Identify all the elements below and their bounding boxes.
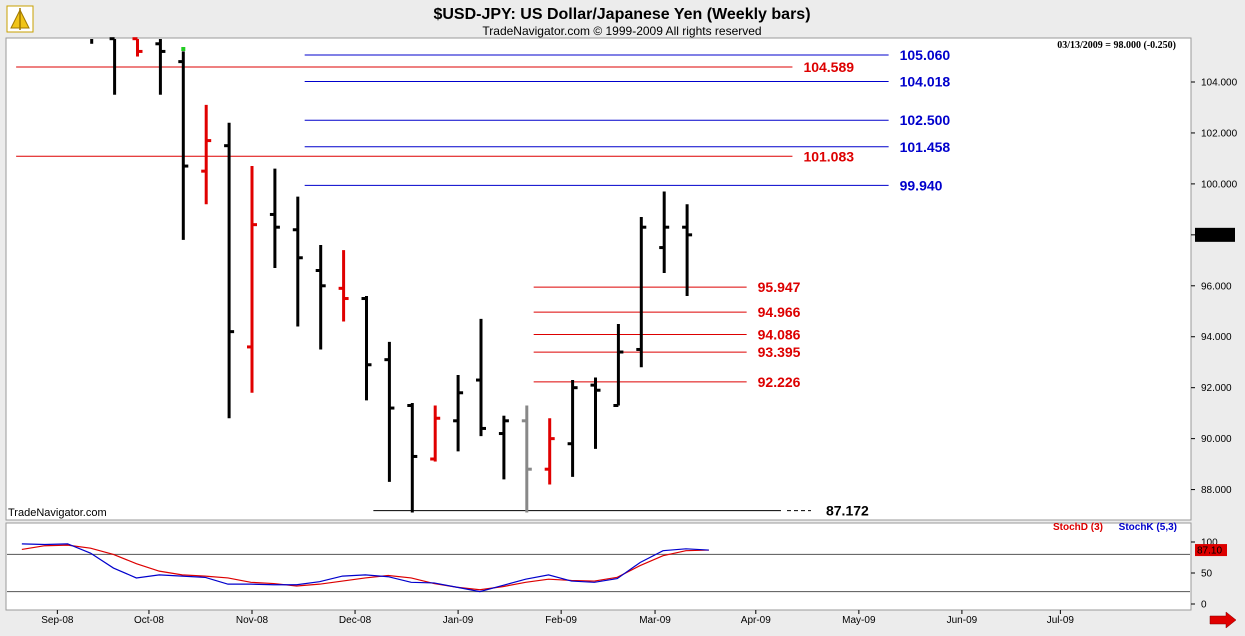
stoch-tick-label: 100 <box>1201 538 1218 549</box>
last-quote-readout: 03/13/2009 = 98.000 (-0.250) <box>1057 40 1176 51</box>
level-label: 95.947 <box>758 279 801 295</box>
price-tick-label: 90.000 <box>1201 434 1232 445</box>
level-label: 94.086 <box>758 327 801 343</box>
last-price-marker: 98.000 <box>1195 227 1235 242</box>
level-label: 104.018 <box>900 74 951 90</box>
time-tick-label: Feb-09 <box>545 615 577 626</box>
time-tick-label: Mar-09 <box>639 615 671 626</box>
copyright-notice: TradeNavigator.com © 1999-2009 All right… <box>482 24 761 38</box>
price-tick-label: 96.000 <box>1201 281 1232 292</box>
app-logo <box>6 5 34 33</box>
ohlc-bar <box>269 168 280 268</box>
stoch-last-value-label: 87.10 <box>1197 546 1222 557</box>
price-tick-label: 92.000 <box>1201 383 1232 394</box>
ohlc-bar <box>201 104 212 205</box>
stoch-k-line <box>21 543 709 593</box>
time-tick-label: Jan-09 <box>443 615 474 626</box>
level-label: 101.083 <box>803 148 854 164</box>
ohlc-bar <box>636 217 647 368</box>
stoch-d-legend: StochD (3) <box>1053 522 1103 533</box>
chart-title: $USD-JPY: US Dollar/Japanese Yen (Weekly… <box>433 6 810 23</box>
stochastic-panel <box>5 522 1192 611</box>
ohlc-bar <box>132 37 143 57</box>
support-resistance-levels: 105.060 104.589 104.018 102.500 101.458 101.0… <box>16 47 950 519</box>
ohlc-bar <box>292 196 303 327</box>
ohlc-bar <box>315 245 326 350</box>
price-tick-label: 102.000 <box>1201 128 1238 139</box>
stochastic-axis: 100 50 0 <box>7 538 1218 611</box>
stoch-last-value-box <box>1195 544 1227 557</box>
ohlc-bar <box>521 405 532 513</box>
scroll-right-arrow[interactable] <box>1209 611 1237 629</box>
level-label: 105.060 <box>900 47 951 63</box>
level-label: 87.172 <box>826 503 869 519</box>
watermark-text: TradeNavigator.com <box>8 507 107 519</box>
ohlc-bar <box>613 323 624 408</box>
level-label: 99.940 <box>900 177 943 193</box>
ohlc-bar <box>361 295 372 401</box>
stoch-k-legend: StochK (5,3) <box>1119 522 1177 533</box>
stoch-d-line <box>21 544 709 591</box>
price-panel <box>5 37 1192 521</box>
ohlc-bar <box>590 377 601 449</box>
level-label: 101.458 <box>900 139 951 155</box>
level-label: 92.226 <box>758 374 801 390</box>
ohlc-bar <box>407 402 418 513</box>
ohlc-bar <box>544 418 555 485</box>
ohlc-bar <box>476 318 486 437</box>
ohlc-bar <box>338 250 349 322</box>
time-tick-label: Oct-08 <box>134 615 164 626</box>
ohlc-bar <box>247 166 257 393</box>
ohlc-bar <box>682 204 693 296</box>
time-tick-label: Nov-08 <box>236 615 269 626</box>
time-tick-label: Apr-09 <box>741 615 771 626</box>
level-label: 93.395 <box>758 344 801 360</box>
ohlc-bar <box>659 191 670 274</box>
time-tick-label: Dec-08 <box>339 615 372 626</box>
price-tick-label: 104.000 <box>1201 78 1238 89</box>
ohlc-bar <box>498 415 509 480</box>
price-tick-label: 94.000 <box>1201 332 1232 343</box>
ohlc-bar <box>384 341 395 482</box>
ohlc-bar <box>224 122 235 419</box>
scroll-right-icon[interactable] <box>1209 611 1237 629</box>
ohlc-bar <box>178 51 189 240</box>
time-tick-label: Jul-09 <box>1047 615 1075 626</box>
level-label: 102.500 <box>900 112 951 128</box>
ohlc-bar <box>109 37 117 95</box>
time-tick-label: Sep-08 <box>41 615 74 626</box>
stoch-tick-label: 50 <box>1201 569 1213 580</box>
ohlc-bar <box>430 405 441 462</box>
level-label: 104.589 <box>803 59 854 75</box>
level-label: 94.966 <box>758 304 801 320</box>
price-tick-label: 100.000 <box>1201 179 1238 190</box>
last-price-label: 98.000 <box>1199 230 1230 241</box>
time-tick-label: May-09 <box>842 615 876 626</box>
price-tick-label: 88.000 <box>1201 485 1232 496</box>
ohlc-bars <box>90 37 693 513</box>
stoch-tick-label: 0 <box>1201 600 1207 611</box>
ohlc-bar <box>155 39 166 95</box>
time-tick-label: Jun-09 <box>947 615 978 626</box>
stochastic-lines: 87.10 <box>21 543 1227 593</box>
ohlc-bar-high-marker <box>181 47 186 51</box>
ohlc-bar <box>567 380 578 477</box>
time-axis: Sep-08 Oct-08 Nov-08 Dec-08 Jan-09 Feb-09 Mar-… <box>41 610 1074 626</box>
last-price-box <box>1195 227 1235 242</box>
ohlc-bar <box>453 374 464 452</box>
